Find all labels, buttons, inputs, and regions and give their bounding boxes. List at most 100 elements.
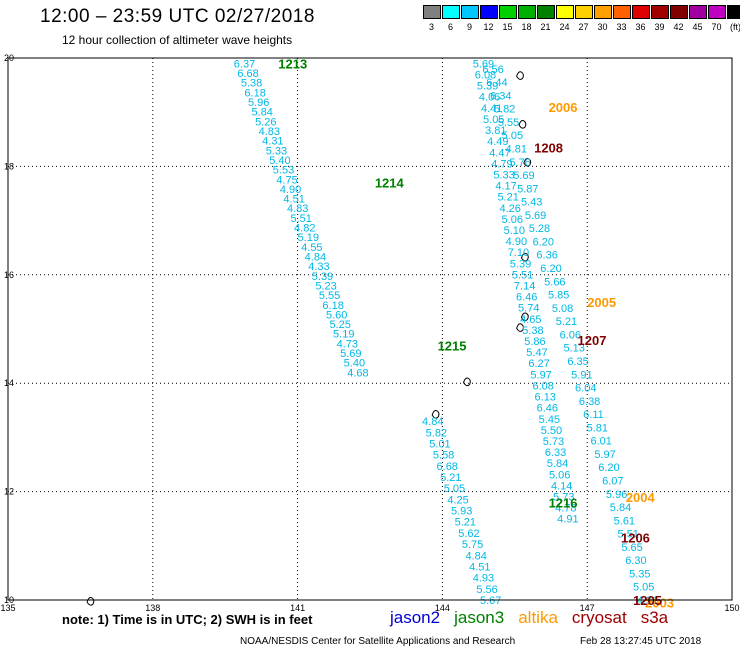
colorbar-label: 6 [447, 22, 453, 32]
x-tick-label: 138 [145, 603, 160, 613]
swh-value-label: 4.82 [294, 223, 315, 235]
swh-value-label: 4.51 [469, 561, 490, 573]
colorbar-cell: 12 [479, 5, 498, 32]
swh-value-label: 5.21 [556, 316, 577, 328]
swh-value-label: 4.25 [447, 494, 468, 506]
x-tick-label: 150 [724, 603, 739, 613]
colorbar-swatch [555, 5, 574, 19]
swh-value-label: 5.06 [502, 214, 523, 226]
swh-value-label: 5.56 [476, 584, 497, 596]
swh-value-label: 4.73 [337, 338, 358, 350]
credit-line: NOAA/NESDIS Center for Satellite Applica… [240, 636, 516, 647]
swh-value-label: 5.33 [266, 145, 287, 157]
swh-value-label: 5.55 [319, 290, 340, 302]
swh-value-label: 4.84 [305, 252, 326, 264]
y-tick-label: 14 [4, 378, 14, 388]
swh-value-label: 4.90 [506, 236, 527, 248]
swh-value-label: 5.51 [618, 529, 639, 541]
pass-number-label: 2004 [626, 490, 656, 505]
colorbar-label: 18 [521, 22, 532, 32]
island-outline [86, 597, 95, 606]
swh-value-label: 6.46 [537, 403, 558, 415]
colorbar-label: 36 [635, 22, 646, 32]
swh-value-label: 5.85 [548, 290, 569, 302]
swh-value-label: 5.05 [633, 582, 654, 594]
island-outline [516, 323, 524, 332]
swh-value-label: 6.20 [533, 236, 554, 248]
generated-timestamp: Feb 28 13:27:45 UTC 2018 [580, 636, 702, 647]
colorbar-swatch [593, 5, 612, 19]
swh-value-label: 6.11 [583, 409, 604, 421]
colorbar-label: 39 [654, 22, 665, 32]
island-outline [520, 252, 529, 262]
swh-value-label: 6.18 [244, 87, 265, 99]
swh-value-label: 5.06 [549, 469, 570, 481]
colorbar-swatch [612, 5, 631, 19]
page-subtitle: 12 hour collection of altimeter wave hei… [62, 33, 293, 47]
swh-value-label: 5.38 [241, 78, 262, 90]
swh-value-label: 6.13 [535, 392, 556, 404]
footer-note: note: 1) Time is in UTC; 2) SWH is in fe… [62, 612, 313, 627]
colorbar-swatch [726, 5, 740, 19]
pass-number-label: 1213 [278, 56, 307, 71]
swh-value-label: 6.46 [516, 292, 537, 304]
swh-value-label: 5.91 [571, 369, 592, 381]
swh-value-label: 6.20 [540, 263, 561, 275]
swh-value-label: 4.78 [555, 503, 576, 515]
colorbar-label: 27 [578, 22, 589, 32]
colorbar-label: 24 [559, 22, 570, 32]
swh-value-label: 5.81 [587, 422, 608, 434]
swh-value-label: 4.55 [301, 242, 322, 254]
colorbar-label: 3 [428, 22, 434, 32]
swh-value-label: 5.55 [498, 117, 519, 129]
swh-value-label: 5.69 [340, 348, 361, 360]
swh-value-label: 6.33 [545, 447, 566, 459]
island-outline [518, 120, 527, 129]
swh-value-label: 5.69 [525, 210, 546, 222]
swh-value-label: 5.50 [541, 425, 562, 437]
swh-value-label: 4.81 [506, 144, 527, 156]
swh-value-label: 4.49 [487, 136, 508, 148]
pass-number-label: 1206 [621, 531, 650, 546]
swh-value-label: 4.47 [489, 147, 510, 159]
swh-value-label: 5.35 [629, 568, 650, 580]
swh-value-label: 6.08 [475, 70, 496, 82]
swh-value-label: 7.14 [514, 281, 535, 293]
swh-value-label: 5.39 [477, 81, 498, 93]
swh-value-label: 4.14 [551, 480, 572, 492]
y-tick-label: 18 [4, 161, 14, 171]
swh-value-label: 5.33 [493, 169, 514, 181]
swh-value-label: 5.65 [621, 542, 642, 554]
swh-value-label: 5.08 [552, 303, 573, 315]
swh-value-label: 5.87 [517, 183, 538, 195]
swh-value-label: 5.96 [606, 489, 627, 501]
swh-value-label: 4.33 [308, 261, 329, 273]
swh-value-label: 5.61 [614, 515, 635, 527]
swh-value-label: 5.73 [543, 436, 564, 448]
swh-value-label: 4.84 [465, 550, 486, 562]
swh-value-label: 6.56 [482, 64, 503, 76]
x-tick-label: 135 [0, 603, 15, 613]
swh-value-label: 5.74 [518, 303, 539, 315]
colorbar-cell: 24 [555, 5, 574, 32]
swh-value-label: 5.39 [510, 258, 531, 270]
swh-value-label: 5.84 [610, 502, 631, 514]
swh-value-label: 5.21 [455, 517, 476, 529]
colorbar-label: 21 [540, 22, 551, 32]
swh-value-label: 5.60 [326, 309, 347, 321]
swh-value-label: 5.05 [502, 130, 523, 142]
swh-value-label: 4.84 [422, 416, 443, 428]
swh-value-label: 6.18 [322, 300, 343, 312]
x-tick-label: 144 [435, 603, 450, 613]
page-title: 12:00 – 23:59 UTC 02/27/2018 [40, 6, 315, 27]
colorbar-cell: 42 [669, 5, 688, 32]
pass-number-label: 1207 [578, 333, 607, 348]
colorbar-cell: 30 [593, 5, 612, 32]
swh-value-label: 6.34 [490, 90, 511, 102]
colorbar-swatch [517, 5, 536, 19]
colorbar-cell: 45 [688, 5, 707, 32]
legend-altika: altika [518, 608, 558, 627]
swh-value-label: 5.47 [526, 347, 547, 359]
colorbar-swatch [479, 5, 498, 19]
swh-value-label: 5.73 [553, 491, 574, 503]
